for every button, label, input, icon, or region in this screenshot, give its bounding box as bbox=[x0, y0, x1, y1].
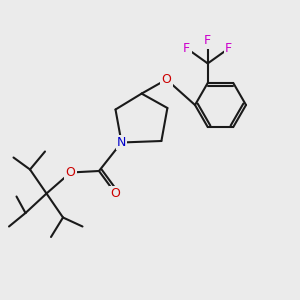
Text: F: F bbox=[204, 34, 211, 47]
Text: F: F bbox=[183, 42, 190, 55]
Text: O: O bbox=[66, 166, 75, 179]
Text: O: O bbox=[111, 187, 120, 200]
Text: F: F bbox=[225, 42, 232, 55]
Text: N: N bbox=[117, 136, 126, 149]
Text: O: O bbox=[162, 73, 171, 86]
